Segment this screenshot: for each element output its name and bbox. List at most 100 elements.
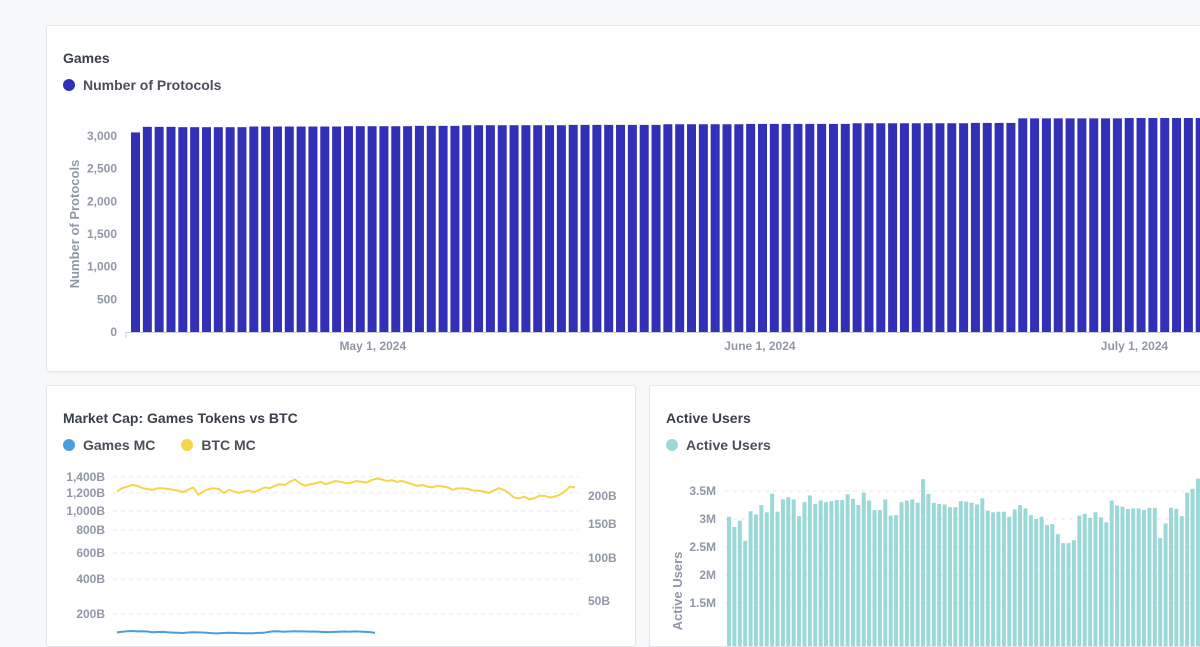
active-users-bar <box>748 511 753 646</box>
active-users-bar <box>1125 508 1130 646</box>
protocol-bar <box>1053 118 1063 332</box>
protocol-bar <box>935 123 945 332</box>
protocol-bar <box>154 126 164 332</box>
protocol-bar <box>391 126 401 332</box>
legend-label: Number of Protocols <box>83 77 222 93</box>
right-y-tick-label: 100B <box>588 551 617 565</box>
active-users-bar <box>1168 507 1173 646</box>
protocol-bar <box>781 123 791 332</box>
legend-dot-icon <box>63 439 75 451</box>
active-users-bar <box>942 504 947 646</box>
protocol-bar <box>1065 118 1075 332</box>
protocol-bar <box>509 125 519 332</box>
protocol-bar <box>1136 118 1146 332</box>
active-users-bar <box>1190 488 1195 646</box>
active-users-bar <box>780 499 785 646</box>
protocol-bar <box>817 123 827 332</box>
left-y-tick-label: 200B <box>76 607 105 621</box>
active-users-bar <box>770 493 775 646</box>
protocol-bar <box>320 126 330 332</box>
protocol-bar <box>757 123 767 332</box>
active-users-bar <box>829 501 834 646</box>
protocol-bar <box>805 123 815 332</box>
y-tick-label: 2M <box>699 568 716 582</box>
protocol-bar <box>616 124 626 332</box>
legend-label: Games MC <box>83 437 156 453</box>
games-mc-line <box>116 629 376 635</box>
active-users-bar <box>1034 519 1039 646</box>
active-users-bar <box>1185 492 1190 646</box>
active-users-bar <box>974 504 979 646</box>
active-users-bar <box>834 499 839 646</box>
protocol-bar <box>272 126 282 332</box>
btc-mc-line <box>116 477 576 501</box>
active-users-bar <box>937 503 942 646</box>
protocol-bar <box>888 123 898 332</box>
y-axis-label: Active Users <box>670 552 685 631</box>
protocol-bar <box>343 126 353 332</box>
legend-item-btc-mc[interactable]: BTC MC <box>181 437 256 453</box>
y-axis-label: Number of Protocols <box>67 160 82 289</box>
protocol-bar <box>1172 118 1182 332</box>
protocol-bar <box>1030 118 1040 332</box>
protocol-bar <box>237 127 247 333</box>
active-users-bar <box>818 500 823 646</box>
games-card: Games Number of Protocols Number of Prot… <box>46 25 1200 372</box>
active-users-bar <box>910 499 915 646</box>
legend-dot-icon <box>666 439 678 451</box>
active-users-bar <box>797 516 802 646</box>
protocol-bar <box>379 126 389 332</box>
active-users-bar <box>1158 538 1163 646</box>
active-users-bar <box>931 502 936 646</box>
y-tick-label: 3M <box>699 512 716 526</box>
protocol-bar <box>225 127 235 333</box>
market-cap-card: Market Cap: Games Tokens vs BTC Games MC… <box>46 385 636 647</box>
y-tick-label: 0 <box>110 325 117 339</box>
protocol-bar <box>840 123 850 332</box>
active-users-bar <box>1152 507 1157 646</box>
games-legend: Number of Protocols <box>63 77 239 93</box>
active-users-bar <box>996 511 1001 646</box>
active-users-bar <box>1142 510 1147 646</box>
y-tick-label: 2.5M <box>689 540 716 554</box>
protocol-bar <box>746 123 756 332</box>
legend-item-games-mc[interactable]: Games MC <box>63 437 155 453</box>
active-users-bar <box>1082 513 1087 646</box>
protocol-bar <box>947 123 957 332</box>
protocol-bar <box>474 125 484 332</box>
legend-item-active-users[interactable]: Active Users <box>666 437 771 453</box>
active-users-bar <box>904 500 909 646</box>
left-y-tick-label: 600B <box>76 546 105 560</box>
active-users-bar <box>872 510 877 646</box>
x-tick-label: June 1, 2024 <box>724 339 796 353</box>
active-users-bar <box>1045 525 1050 646</box>
active-users-bar <box>883 499 888 646</box>
y-tick-label: 3.5M <box>689 484 716 498</box>
left-y-tick-label: 1,000B <box>66 504 105 518</box>
active-users-bar <box>1163 523 1168 646</box>
active-users-bar <box>807 495 812 646</box>
active-users-bar <box>947 507 952 646</box>
protocol-bar <box>793 123 803 332</box>
protocol-bar <box>663 124 673 333</box>
active-users-card-title: Active Users <box>666 410 751 426</box>
protocol-bar <box>249 126 259 332</box>
protocol-bar <box>568 124 578 332</box>
active-users-bar <box>802 502 807 646</box>
market-cap-line-chart: 200B 400B 600B 800B 1,000B 1,200B 1,400B 50B 100… <box>66 470 617 635</box>
protocol-bar <box>201 127 211 333</box>
active-users-bar <box>1109 500 1114 646</box>
protocol-bar <box>651 124 661 332</box>
protocol-bar <box>213 127 223 333</box>
protocol-bar <box>426 125 436 333</box>
protocol-bar <box>923 123 933 332</box>
active-users-bar <box>1195 478 1200 646</box>
y-tick-label: 1,500 <box>87 227 117 241</box>
protocol-bar <box>876 123 886 332</box>
active-users-bar <box>1007 516 1012 646</box>
protocol-bar <box>450 125 460 333</box>
legend-item-number-of-protocols[interactable]: Number of Protocols <box>63 77 221 93</box>
active-users-bar <box>840 499 845 646</box>
active-users-bar <box>953 507 958 646</box>
protocol-bar <box>982 122 992 333</box>
